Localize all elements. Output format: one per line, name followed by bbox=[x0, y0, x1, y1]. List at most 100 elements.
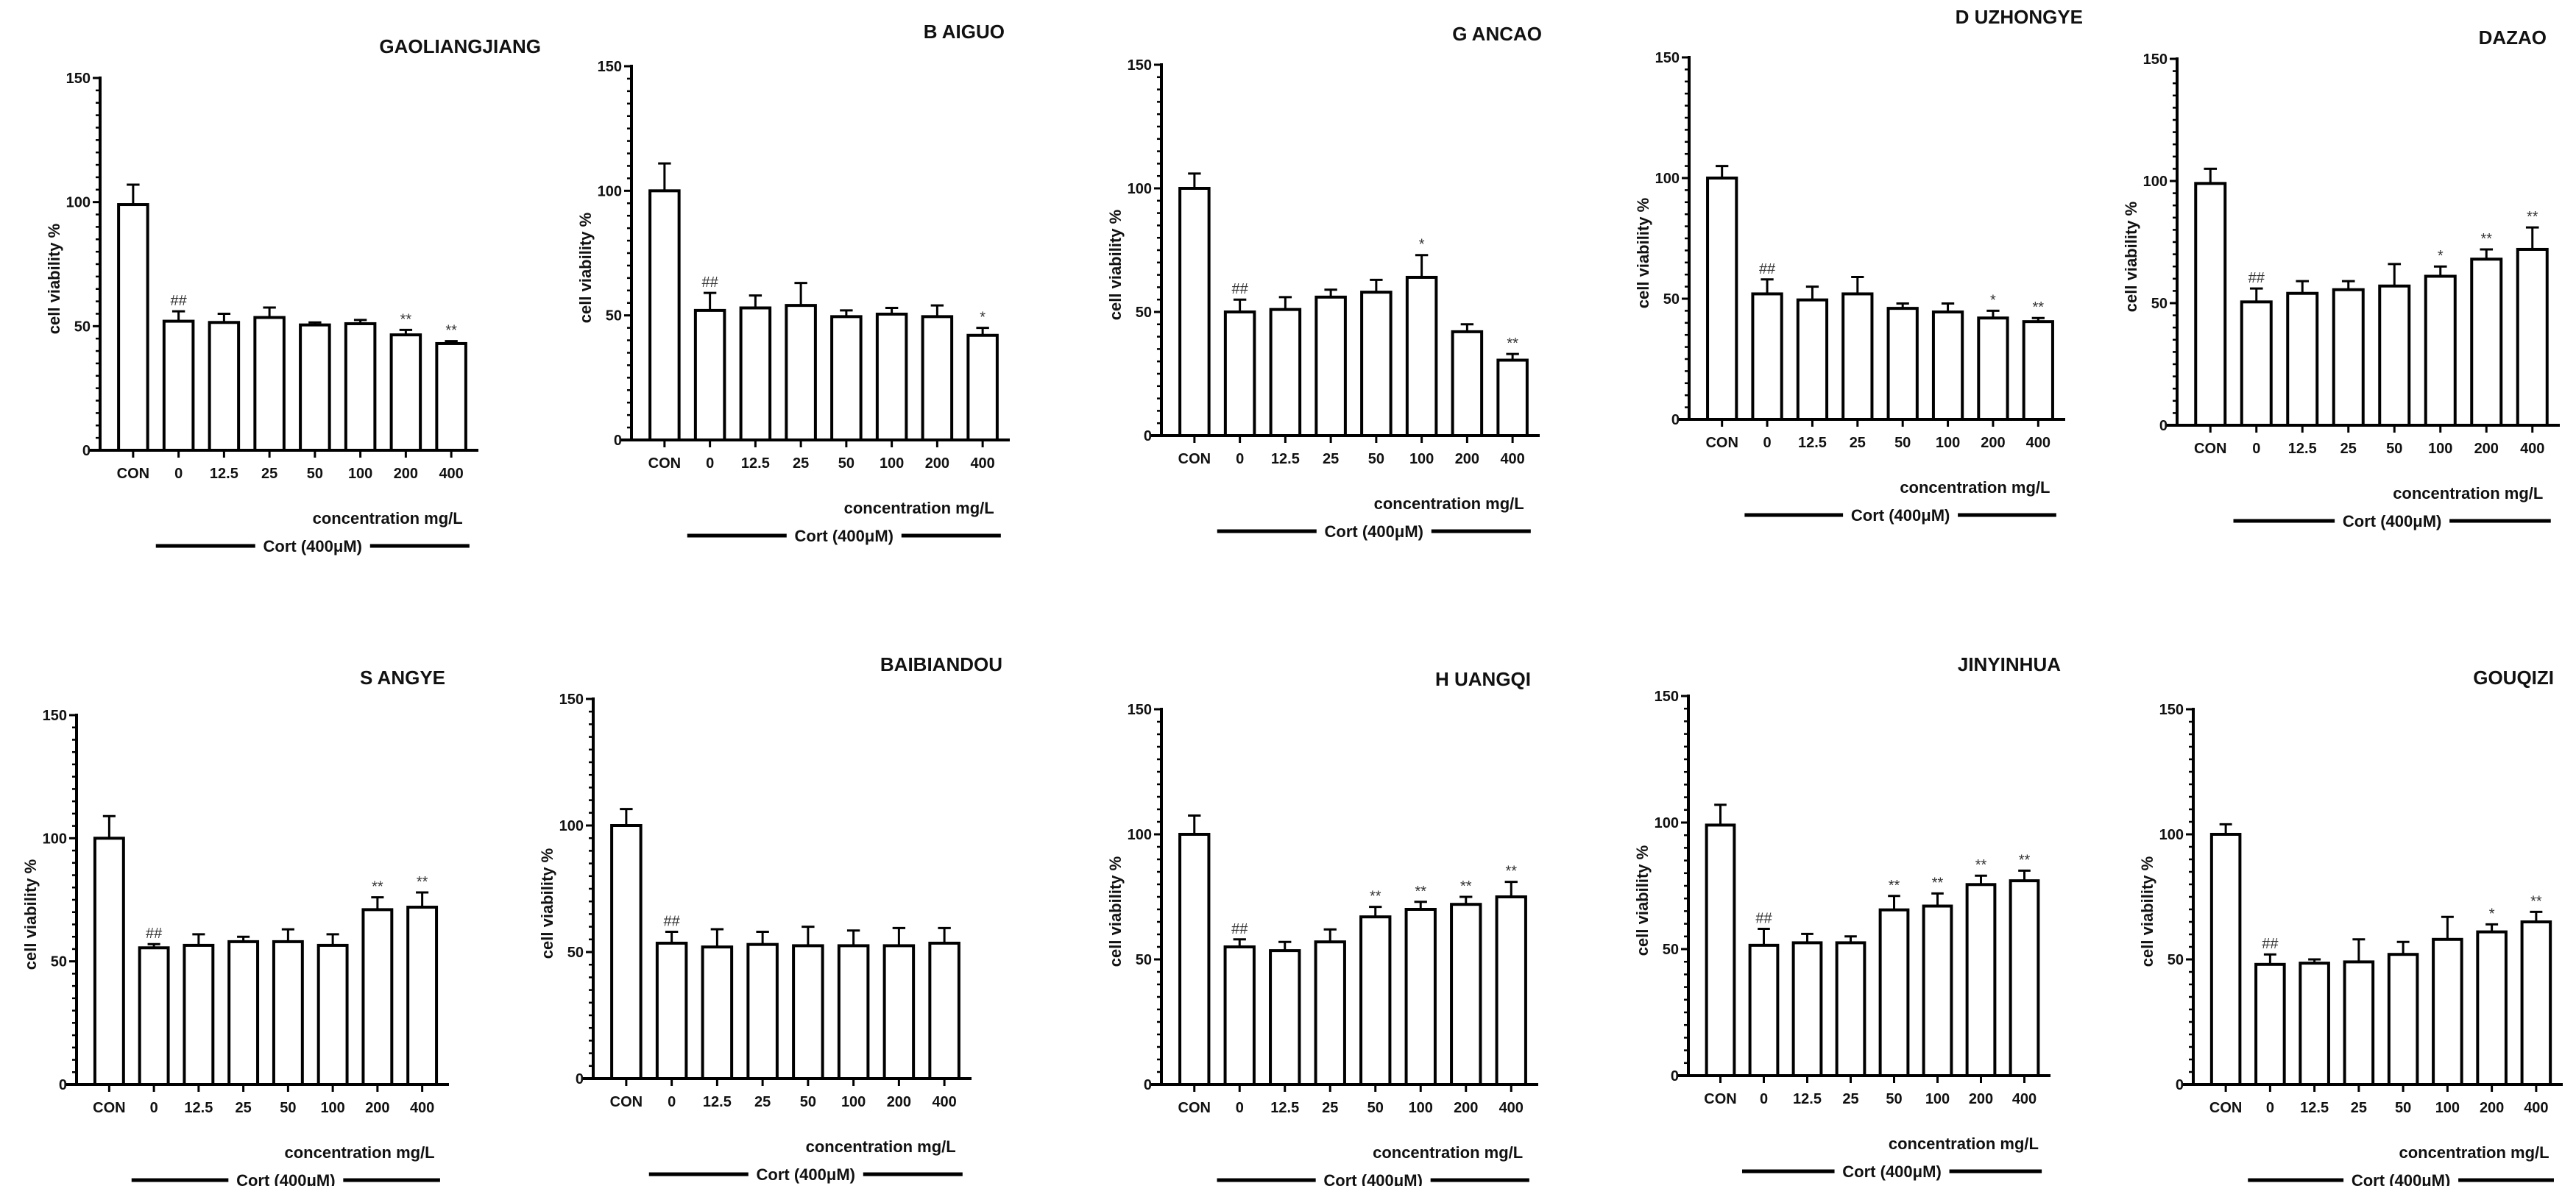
x-tick-label: 0 bbox=[1236, 451, 1244, 467]
x-tick-label: 100 bbox=[880, 455, 904, 472]
x-tick-label: 25 bbox=[1842, 1091, 1858, 1107]
bar-group: 50 bbox=[830, 309, 863, 472]
bar-group: CON bbox=[93, 814, 126, 1116]
x-tick-label: 100 bbox=[2428, 441, 2452, 457]
chart-panel-2: B AIGUO 0 50 100 150 cell viability % CON 0 ## 12… bbox=[576, 21, 1010, 545]
bar-group: 0 ## bbox=[2254, 936, 2286, 1116]
bar-group: 50 bbox=[2378, 263, 2411, 457]
chart-panel-7: BAIBIANDOU 0 50 100 150 cell viability % CON 0 #… bbox=[538, 653, 1002, 1184]
y-tick-label: 100 bbox=[1655, 171, 1680, 187]
x-tick-label: 12.5 bbox=[2288, 441, 2317, 457]
bar-50 bbox=[792, 944, 824, 1081]
bar-50 bbox=[830, 315, 863, 441]
bar-group: 12.5 bbox=[1796, 285, 1829, 451]
x-tick-label: 50 bbox=[1367, 1100, 1384, 1116]
bar-25 bbox=[1314, 940, 1346, 1086]
bar-group: 400 ** bbox=[435, 323, 467, 482]
chart-panel-10: GOUQIZI 0 50 100 150 cell viability % CON 0 ## 12… bbox=[2138, 667, 2563, 1186]
bar-25 bbox=[1835, 941, 1866, 1078]
bar-group: 0 ## bbox=[655, 913, 688, 1110]
bar-group: 200 bbox=[882, 926, 916, 1110]
bar-group: CON bbox=[648, 162, 681, 472]
bar-group: 200 bbox=[1451, 323, 1484, 467]
x-tick-label: 200 bbox=[887, 1094, 911, 1110]
x-tick-label: 200 bbox=[394, 466, 418, 482]
x-axis-label: concentration mg/L bbox=[285, 1143, 435, 1162]
bar-0 bbox=[693, 308, 726, 442]
x-tick-label: 50 bbox=[280, 1100, 296, 1116]
bar-50 bbox=[1878, 908, 1910, 1078]
significance-label: * bbox=[2489, 906, 2495, 922]
bar-0 bbox=[2254, 962, 2286, 1087]
bar-400 bbox=[2022, 320, 2054, 421]
y-tick-label: 100 bbox=[2143, 174, 2168, 190]
bar-group: 400 * bbox=[966, 310, 999, 472]
bar-group: 200 ** bbox=[1450, 878, 1482, 1116]
chart-panel-8: H UANGQI 0 50 100 150 cell viability % CON 0 ## 1… bbox=[1106, 668, 1538, 1186]
bar-12.5 bbox=[2286, 291, 2319, 427]
x-tick-label: 400 bbox=[2520, 441, 2544, 457]
bar-group: 50 bbox=[792, 926, 824, 1110]
x-tick-label: 0 bbox=[2266, 1100, 2274, 1116]
bar-group: CON bbox=[610, 808, 643, 1110]
y-tick-label: 150 bbox=[1655, 689, 1679, 705]
x-tick-label: 100 bbox=[348, 466, 372, 482]
y-axis-label: cell viability % bbox=[21, 859, 40, 970]
x-axis-label: concentration mg/L bbox=[806, 1137, 956, 1156]
significance-label: ## bbox=[1759, 261, 1776, 277]
x-axis-label: concentration mg/L bbox=[1373, 1143, 1523, 1162]
x-axis-label: concentration mg/L bbox=[1374, 494, 1524, 513]
x-tick-label: 25 bbox=[236, 1100, 252, 1116]
bar-200 bbox=[1450, 903, 1482, 1086]
x-tick-label: CON bbox=[648, 455, 681, 472]
y-tick-label: 0 bbox=[614, 433, 622, 449]
x-tick-label: 0 bbox=[1763, 435, 1772, 451]
bar-group: 200 ** bbox=[1965, 857, 1997, 1107]
bar-50 bbox=[299, 323, 331, 452]
chart-panel-4: D UZHONGYE 0 50 100 150 cell viability % CON 0 #… bbox=[1634, 6, 2083, 525]
cort-treatment-label: Cort (400μM) bbox=[1842, 1162, 1941, 1181]
chart-panel-9: JINYINHUA 0 50 100 150 cell viability % CON 0 ##… bbox=[1633, 653, 2061, 1181]
x-axis-label: concentration mg/L bbox=[1900, 478, 2050, 497]
bar-100 bbox=[2432, 937, 2463, 1087]
y-tick-label: 50 bbox=[606, 308, 622, 324]
y-axis-label: cell viability % bbox=[1106, 856, 1125, 967]
x-tick-label: 400 bbox=[439, 466, 463, 482]
cort-treatment-label: Cort (400μM) bbox=[2343, 512, 2441, 530]
y-tick-label: 0 bbox=[1671, 1068, 1679, 1084]
bar-group: 400 ** bbox=[2009, 852, 2040, 1107]
bar-100 bbox=[1931, 310, 1964, 422]
y-axis-label: cell viability % bbox=[2138, 856, 2156, 967]
significance-label: * bbox=[2438, 248, 2444, 264]
y-tick-label: 100 bbox=[1128, 181, 1152, 197]
bar-12.5 bbox=[1796, 298, 1829, 422]
bar-12.5 bbox=[1269, 949, 1301, 1086]
x-tick-label: 12.5 bbox=[2300, 1100, 2329, 1116]
bar-CON bbox=[1705, 823, 1736, 1077]
bar-group: 0 ## bbox=[1223, 281, 1256, 467]
chart-title: S ANGYE bbox=[360, 667, 445, 689]
y-tick-label: 150 bbox=[66, 71, 91, 87]
x-tick-label: 25 bbox=[1323, 451, 1339, 467]
bar-group: 50 bbox=[1886, 302, 1919, 451]
x-tick-label: 400 bbox=[970, 455, 994, 472]
x-tick-label: 200 bbox=[1454, 1100, 1478, 1116]
cort-treatment-label: Cort (400μM) bbox=[236, 1171, 335, 1186]
bar-25 bbox=[2343, 960, 2375, 1087]
bar-25 bbox=[1314, 295, 1347, 437]
y-axis-label: cell viability % bbox=[1106, 210, 1125, 320]
y-tick-label: 0 bbox=[576, 1071, 584, 1087]
bar-12.5 bbox=[208, 321, 241, 452]
x-tick-label: 50 bbox=[1368, 451, 1384, 467]
bar-group: 0 ## bbox=[138, 926, 170, 1116]
significance-label: ** bbox=[1505, 864, 1517, 880]
bar-group: 12.5 bbox=[1269, 296, 1302, 467]
bar-group: CON bbox=[1178, 814, 1211, 1116]
bar-group: 100 bbox=[2432, 915, 2463, 1116]
x-tick-label: 400 bbox=[410, 1100, 434, 1116]
cort-treatment-label: Cort (400μM) bbox=[1323, 1171, 1422, 1186]
x-tick-label: 12.5 bbox=[210, 466, 238, 482]
bar-group: 0 ## bbox=[1748, 910, 1780, 1107]
bar-group: 400 ** bbox=[1496, 335, 1529, 467]
x-tick-label: 100 bbox=[1925, 1091, 1950, 1107]
